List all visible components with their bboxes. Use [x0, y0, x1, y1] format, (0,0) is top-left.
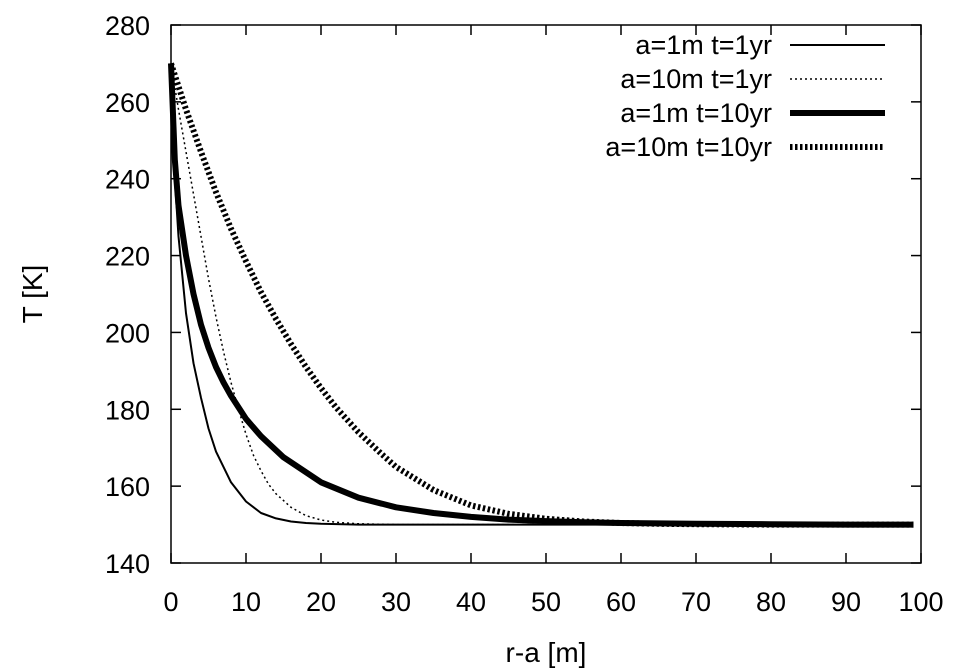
plot-frame: [170, 24, 922, 564]
y-tick-label: 140: [105, 549, 150, 579]
x-tick-label: 20: [306, 587, 336, 617]
series-line-2: [168, 63, 914, 528]
y-tick-label: 180: [105, 395, 150, 425]
y-tick-label: 240: [105, 165, 150, 195]
x-tick-label: 10: [231, 587, 261, 617]
y-tick-label: 280: [105, 11, 150, 41]
x-tick-label: 60: [606, 587, 636, 617]
y-tick-label: 160: [105, 472, 150, 502]
y-tick-label: 260: [105, 88, 150, 118]
y-axis-label: T [K]: [17, 265, 48, 324]
x-tick-label: 40: [456, 587, 486, 617]
x-tick-label: 80: [756, 587, 786, 617]
series-line-1: [170, 63, 914, 526]
legend-label: a=10m t=1yr: [620, 64, 772, 94]
legend: a=1m t=1yr a=10m t=1yr a=1m t=10yr a=10m t=…: [605, 30, 885, 162]
x-tick-label: 70: [681, 587, 711, 617]
x-tick-label: 100: [898, 587, 943, 617]
y-tick-label: 200: [105, 318, 150, 348]
x-tick-label: 0: [163, 587, 178, 617]
x-tick-label: 30: [381, 587, 411, 617]
x-tick-label: 90: [831, 587, 861, 617]
legend-label: a=1m t=10yr: [620, 98, 772, 128]
series-lines: [168, 62, 914, 528]
tick-labels: 0 10 20 30 40 50 60 70 80 90 100 140 160 180 200 220 240…: [105, 11, 944, 617]
x-tick-label: 50: [531, 587, 561, 617]
y-tick-label: 220: [105, 242, 150, 272]
axis-ticks: [170, 24, 922, 564]
series-line-3: [168, 62, 914, 528]
x-axis-label: r-a [m]: [506, 637, 587, 668]
legend-label: a=10m t=10yr: [605, 132, 772, 162]
legend-label: a=1m t=1yr: [635, 30, 772, 60]
